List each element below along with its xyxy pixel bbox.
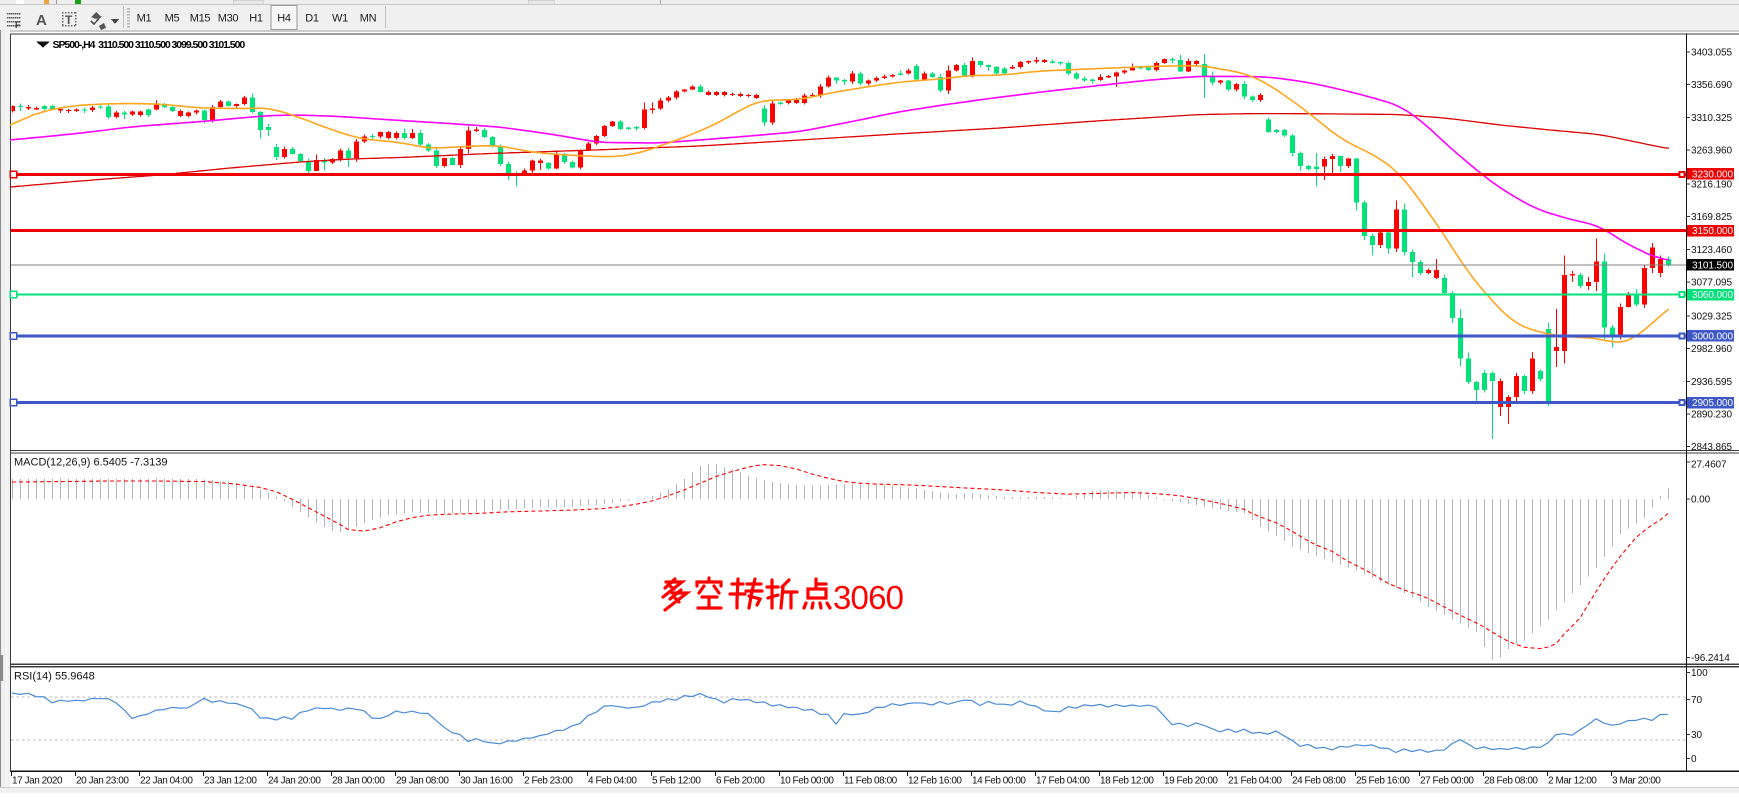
svg-text:23 Jan 12:00: 23 Jan 12:00 <box>204 776 257 787</box>
svg-text:27 Feb 00:00: 27 Feb 00:00 <box>1420 776 1474 787</box>
svg-text:3123.460: 3123.460 <box>1691 245 1732 256</box>
svg-text:RSI(14) 55.9648: RSI(14) 55.9648 <box>14 671 95 683</box>
svg-text:2905.000: 2905.000 <box>1692 398 1733 409</box>
svg-text:4 Feb 04:00: 4 Feb 04:00 <box>588 776 637 787</box>
svg-text:H4: H4 <box>277 13 291 25</box>
svg-text:M5: M5 <box>165 13 180 25</box>
svg-text:3000.000: 3000.000 <box>1692 332 1733 343</box>
svg-text:3101.500: 3101.500 <box>1692 261 1733 272</box>
svg-text:5 Feb 12:00: 5 Feb 12:00 <box>652 776 701 787</box>
svg-text:24 Feb 08:00: 24 Feb 08:00 <box>1292 776 1346 787</box>
svg-text:11 Feb 08:00: 11 Feb 08:00 <box>844 776 898 787</box>
svg-text:MN: MN <box>360 13 377 25</box>
svg-text:12 Feb 16:00: 12 Feb 16:00 <box>908 776 962 787</box>
svg-text:27.4607: 27.4607 <box>1691 460 1727 471</box>
svg-text:3310.325: 3310.325 <box>1691 113 1732 124</box>
svg-text:SP500-,H4 3110.500 3110.500 3: SP500-,H4 3110.500 3110.500 3099.500 310… <box>53 39 246 51</box>
svg-text:70: 70 <box>1691 695 1703 706</box>
svg-text:2936.595: 2936.595 <box>1691 377 1732 388</box>
svg-text:2 Feb 23:00: 2 Feb 23:00 <box>524 776 573 787</box>
svg-text:T: T <box>65 13 73 27</box>
svg-text:D1: D1 <box>305 13 319 25</box>
svg-text:3169.825: 3169.825 <box>1691 212 1732 223</box>
svg-text:3060: 3060 <box>833 579 904 616</box>
svg-text:28 Feb 08:00: 28 Feb 08:00 <box>1484 776 1538 787</box>
svg-text:100: 100 <box>1691 668 1708 679</box>
svg-text:3060.000: 3060.000 <box>1692 290 1733 301</box>
svg-text:3077.095: 3077.095 <box>1691 278 1732 289</box>
svg-text:25 Feb 16:00: 25 Feb 16:00 <box>1356 776 1410 787</box>
svg-text:A: A <box>36 12 47 29</box>
svg-text:M1: M1 <box>137 13 152 25</box>
svg-text:24 Jan 20:00: 24 Jan 20:00 <box>268 776 321 787</box>
svg-text:0: 0 <box>1691 754 1697 765</box>
svg-text:3150.000: 3150.000 <box>1692 226 1733 237</box>
svg-text:19 Feb 20:00: 19 Feb 20:00 <box>1164 776 1218 787</box>
svg-text:W1: W1 <box>332 13 348 25</box>
svg-text:29 Jan 08:00: 29 Jan 08:00 <box>396 776 449 787</box>
svg-text:20 Jan 23:00: 20 Jan 23:00 <box>76 776 129 787</box>
svg-text:3263.960: 3263.960 <box>1691 146 1732 157</box>
svg-text:3403.055: 3403.055 <box>1691 48 1732 59</box>
svg-text:3 Mar 20:00: 3 Mar 20:00 <box>1612 776 1661 787</box>
svg-text:6 Feb 20:00: 6 Feb 20:00 <box>716 776 765 787</box>
svg-text:2843.865: 2843.865 <box>1691 442 1732 453</box>
svg-text:2982.960: 2982.960 <box>1691 344 1732 355</box>
svg-text:10 Feb 00:00: 10 Feb 00:00 <box>780 776 834 787</box>
svg-text:18 Feb 12:00: 18 Feb 12:00 <box>1100 776 1154 787</box>
svg-text:-96.2414: -96.2414 <box>1691 653 1730 664</box>
svg-text:14 Feb 00:00: 14 Feb 00:00 <box>972 776 1026 787</box>
svg-text:F: F <box>15 20 21 30</box>
svg-text:0.00: 0.00 <box>1691 495 1711 506</box>
svg-text:3216.190: 3216.190 <box>1691 179 1732 190</box>
svg-text:2890.230: 2890.230 <box>1691 410 1732 421</box>
svg-text:M30: M30 <box>218 13 239 25</box>
svg-text:M15: M15 <box>190 13 211 25</box>
svg-text:2 Mar 12:00: 2 Mar 12:00 <box>1548 776 1597 787</box>
svg-text:3356.690: 3356.690 <box>1691 80 1732 91</box>
svg-text:30 Jan 16:00: 30 Jan 16:00 <box>460 776 513 787</box>
svg-text:22 Jan 04:00: 22 Jan 04:00 <box>140 776 193 787</box>
svg-text:3029.325: 3029.325 <box>1691 311 1732 322</box>
svg-text:17 Jan 2020: 17 Jan 2020 <box>12 776 63 787</box>
svg-text:H1: H1 <box>249 13 263 25</box>
svg-text:21 Feb 04:00: 21 Feb 04:00 <box>1228 776 1282 787</box>
svg-text:MACD(12,26,9) 6.5405 -7.3139: MACD(12,26,9) 6.5405 -7.3139 <box>14 457 167 469</box>
svg-text:17 Feb 04:00: 17 Feb 04:00 <box>1036 776 1090 787</box>
svg-text:3230.000: 3230.000 <box>1692 170 1733 181</box>
svg-text:30: 30 <box>1691 730 1703 741</box>
svg-text:28 Jan 00:00: 28 Jan 00:00 <box>332 776 385 787</box>
